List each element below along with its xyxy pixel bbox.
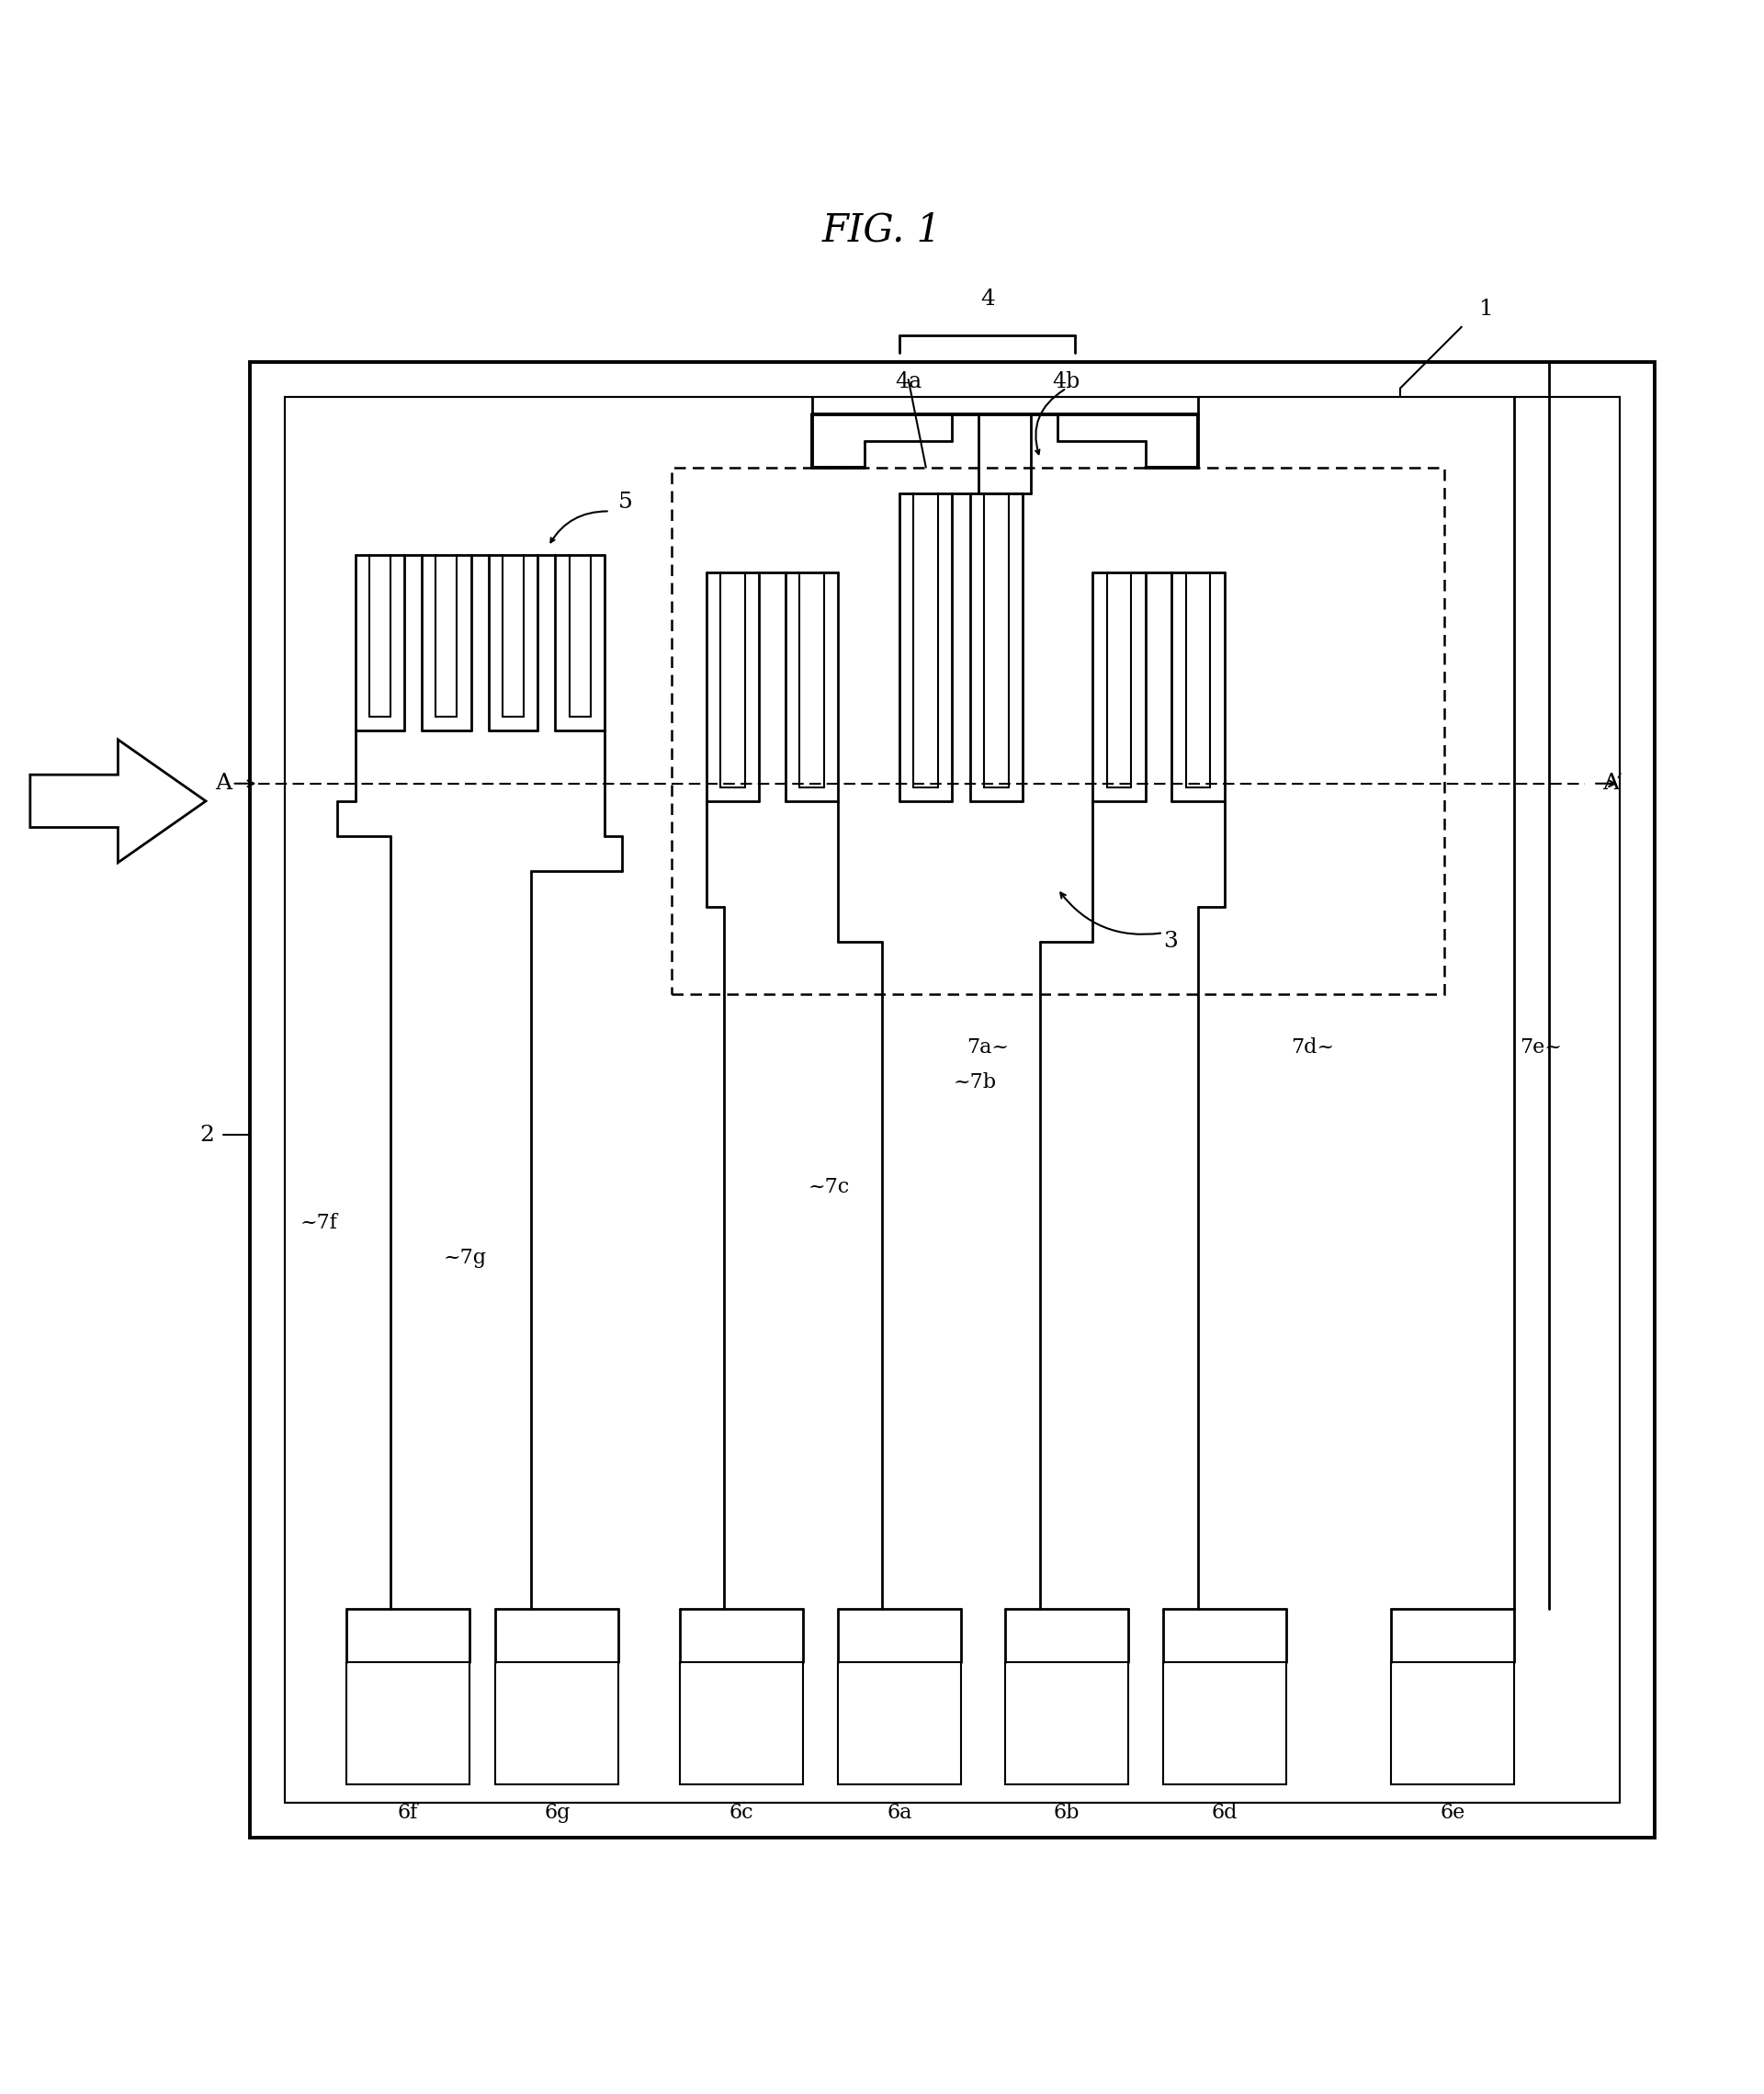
Text: 6e: 6e (1439, 1803, 1466, 1822)
Text: 4: 4 (981, 289, 995, 310)
Bar (672, 467, 1445, 995)
Bar (346, 1663, 469, 1784)
Text: 1: 1 (1480, 299, 1494, 320)
Text: 7d~: 7d~ (1291, 1037, 1335, 1057)
Text: 7e~: 7e~ (1519, 1037, 1561, 1057)
FancyArrowPatch shape (1060, 892, 1161, 934)
Bar (1005, 1663, 1127, 1784)
Text: ~7c: ~7c (808, 1177, 850, 1198)
Text: 6f: 6f (397, 1803, 418, 1822)
Text: 6c: 6c (729, 1803, 753, 1822)
Bar (496, 1663, 619, 1784)
Text: 6g: 6g (543, 1803, 570, 1822)
FancyArrowPatch shape (550, 511, 607, 542)
Text: 4b: 4b (1053, 371, 1080, 392)
Bar (1162, 1663, 1286, 1784)
Text: ~7f: ~7f (300, 1212, 337, 1233)
Text: 7a~: 7a~ (967, 1037, 1009, 1057)
Text: 2: 2 (199, 1124, 215, 1145)
Text: ~7b: ~7b (953, 1072, 997, 1093)
Text: A: A (215, 773, 233, 794)
Bar (838, 1663, 961, 1784)
Bar (284, 398, 1619, 1803)
Text: A’: A’ (1602, 773, 1623, 794)
Text: 6b: 6b (1053, 1803, 1080, 1822)
Text: FIG. 1: FIG. 1 (822, 211, 942, 249)
Text: 6d: 6d (1212, 1803, 1238, 1822)
Polygon shape (30, 739, 206, 863)
Text: ~7g: ~7g (443, 1248, 487, 1267)
Text: 4a: 4a (894, 371, 923, 392)
Text: 6a: 6a (887, 1803, 912, 1822)
Bar (679, 1663, 803, 1784)
Text: 3: 3 (1162, 932, 1178, 953)
FancyArrowPatch shape (1035, 389, 1064, 454)
Text: 5: 5 (619, 492, 633, 513)
Bar (1392, 1663, 1514, 1784)
Bar (250, 362, 1655, 1836)
